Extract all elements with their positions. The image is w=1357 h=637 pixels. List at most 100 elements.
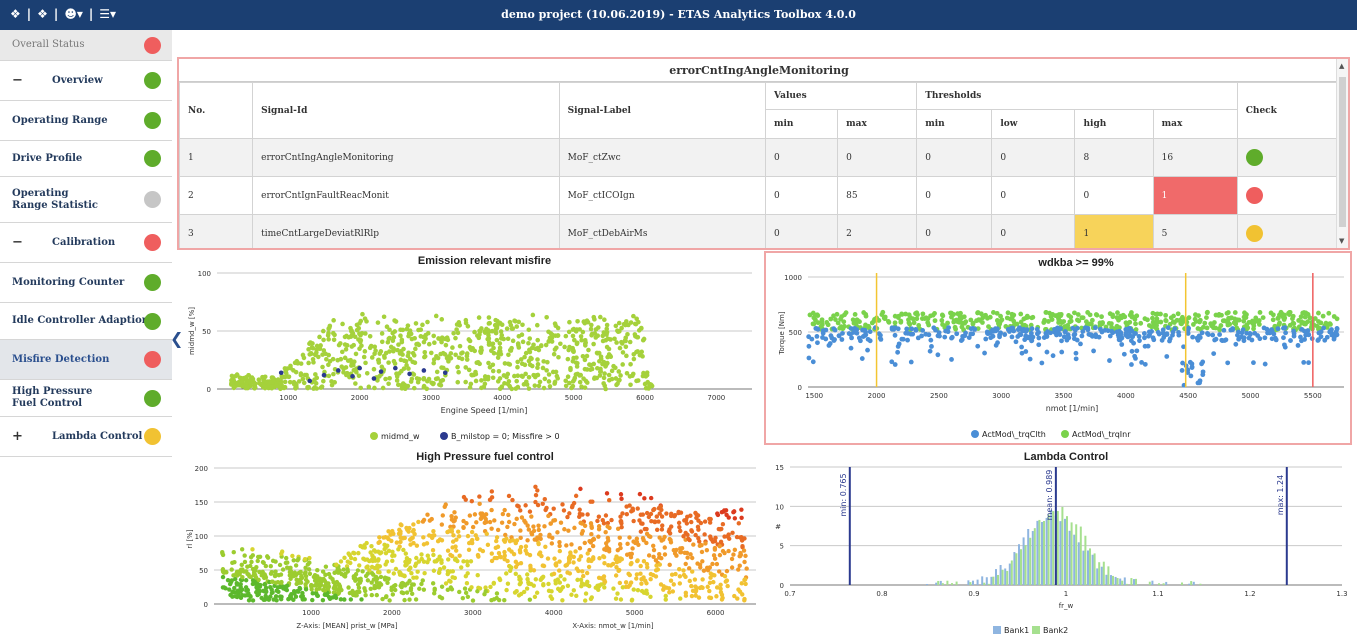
y-tick-label: 200 [195,465,208,473]
bank1-bar [1165,581,1168,585]
scroll-thumb[interactable] [1339,77,1346,227]
misfire-point [546,372,552,377]
trqclth-point [815,340,820,346]
menu-icon[interactable]: ☰▾ [99,7,117,21]
fuel-point [515,503,520,508]
fuel-point [232,585,237,591]
trqclth-point [1142,343,1148,349]
fuel-point [456,534,462,539]
fuel-point [483,516,488,522]
info-icon[interactable]: ❖ [10,7,21,21]
trqclth-point [928,337,934,343]
misfire-point [340,321,345,327]
sidebar-item-operating-range[interactable]: Operating Range [0,101,172,141]
cell-no: 3 [179,214,254,248]
fuel-point [506,519,512,525]
bank2-bar [1010,560,1013,585]
fuel-point [369,543,374,549]
misfire-point [497,348,503,354]
trqinr-point [1018,311,1024,317]
trqclth-point [958,338,964,344]
trqclth-point [1117,337,1123,343]
trqinr-point [1197,317,1203,323]
fuel-point [721,508,727,513]
alert-icon[interactable]: ❖ [37,7,48,21]
misfire-point [282,366,288,371]
fuel-point [609,517,614,523]
user-icon[interactable]: ☻▾ [64,7,83,21]
fuel-point [681,534,686,539]
misfire-point [344,372,349,378]
scroll-down-icon[interactable]: ▼ [1339,237,1345,245]
sidebar-item-calibration[interactable]: − Calibration [0,223,172,263]
y-axis-label: rl [%] [186,529,194,548]
trqinr-point [852,312,858,317]
sidebar-item-monitoring-counter[interactable]: Monitoring Counter [0,263,172,303]
collapse-icon[interactable]: − [12,73,23,88]
trqclth-point [828,333,834,339]
misfire-point [505,361,511,367]
trqinr-point [1085,310,1091,315]
expand-icon[interactable]: + [12,429,23,444]
fuel-point [505,558,510,564]
sidebar-item-high-pressure-fuel-control[interactable]: High Pressure Fuel Control [0,380,172,417]
trqclth-point [813,326,819,331]
fuel-point [307,560,312,565]
legend-marker-trqinr [1061,430,1069,438]
sidebar-item-idle-controller-adaption[interactable]: Idle Controller Adaption [0,303,172,340]
table-row[interactable]: 2 errorCntIgnFaultReacMonit MoF_ctICOIgn… [179,176,1339,215]
table-row[interactable]: 3 timeCntLargeDeviatRlRlp MoF_ctDebAirMs… [179,214,1339,248]
trqclth-point [1105,328,1111,334]
misfire-point [356,326,362,331]
fuel-point [414,575,419,580]
trqclth-point [1200,372,1206,378]
fuel-point [355,582,361,587]
fuel-point [368,586,373,592]
misfire-point [513,386,519,391]
fuel-point [575,577,580,583]
misfire-point [646,386,651,391]
fuel-point [323,580,329,586]
fuel-point [263,563,269,569]
fuel-point [371,572,376,577]
fuel-point [638,529,644,534]
fuel-point [580,512,585,517]
trqclth-point [823,336,829,342]
fuel-point [663,593,668,599]
sidebar-item-overview[interactable]: − Overview [0,61,172,101]
misfire-point [520,339,526,345]
fuel-point [669,524,674,529]
sidebar-item-drive-profile[interactable]: Drive Profile [0,141,172,177]
fuel-point [491,581,496,586]
scroll-up-icon[interactable]: ▲ [1339,62,1345,70]
trqclth-point [1074,337,1080,343]
fuel-point [504,587,509,593]
trqinr-point [1318,320,1324,326]
sidebar-item-operating-range-statistic[interactable]: Operating Range Statistic [0,177,172,223]
table-scrollbar[interactable]: ▲ ▼ [1336,59,1348,248]
trqclth-point [1281,335,1286,341]
trqinr-point [951,311,956,317]
fuel-point [427,533,432,538]
trqinr-point [1012,321,1018,327]
sidebar-item-misfire-detection[interactable]: Misfire Detection [0,340,172,380]
fuel-point [560,502,565,507]
misfire-point [592,317,597,322]
fuel-point [596,584,602,589]
misfire-point [296,379,302,384]
table-row[interactable]: 1 errorCntIngAngleMonitoring MoF_ctZwc 0… [179,138,1339,177]
collapse-sidebar-icon[interactable]: ❮ [170,329,184,348]
misfire-point [570,358,576,364]
misfire-point [486,321,492,326]
collapse-icon[interactable]: − [12,235,23,250]
fuel-point [225,577,231,583]
trqinr-point [977,317,983,323]
sidebar-item-overall-status[interactable]: Overall Status [0,30,172,61]
sidebar-item-lambda-control[interactable]: + Lambda Control [0,417,172,457]
trqclth-point [1186,325,1192,331]
trqinr-point [908,315,913,320]
trqinr-point [1175,311,1181,317]
trqinr-point [1076,318,1082,324]
misfire-point [286,374,292,380]
misfire-point [597,373,603,378]
